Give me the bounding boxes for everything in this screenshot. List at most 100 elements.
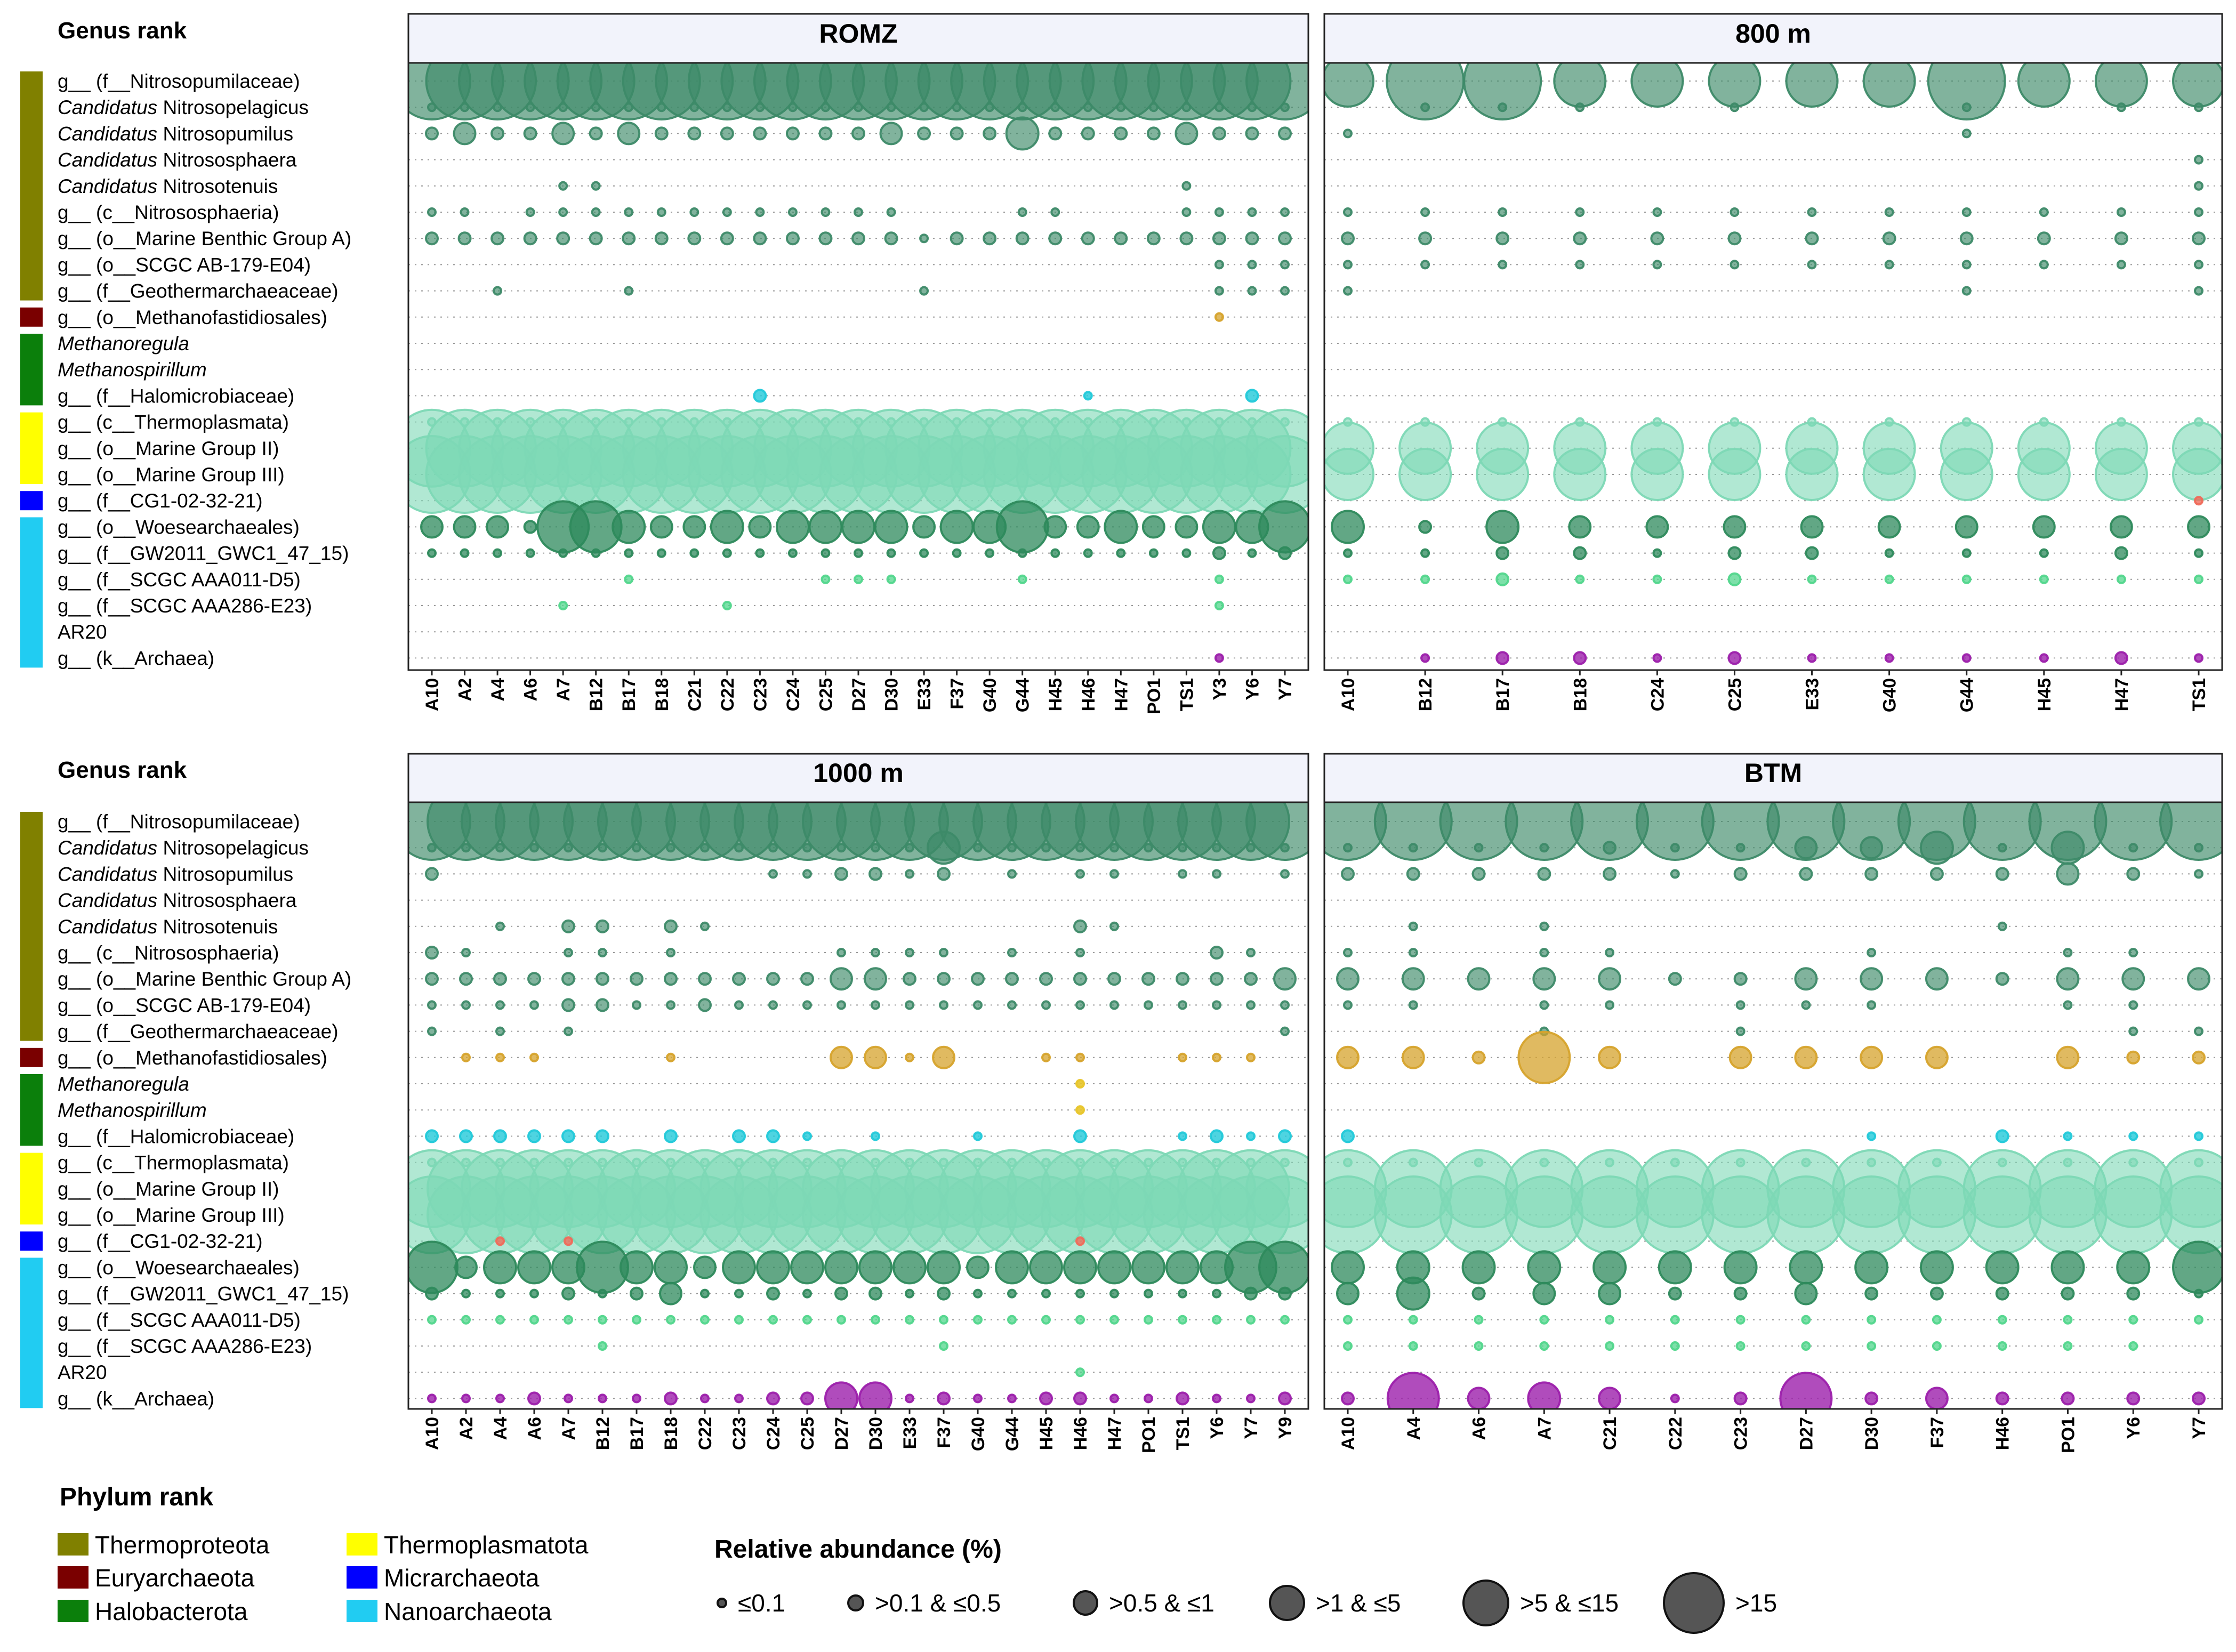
- bubble-point: [2063, 1315, 2073, 1325]
- bubble-point: [460, 207, 470, 217]
- bubble-point: [1341, 1129, 1355, 1143]
- bubble-point: [1343, 843, 1353, 853]
- bubble-point: [1867, 948, 1877, 957]
- bubble-point: [598, 1288, 607, 1299]
- bubble-point: [1860, 967, 1884, 991]
- bubble-point: [1210, 972, 1224, 986]
- x-tick-label: E33: [1803, 678, 1823, 711]
- bubble-point: [1246, 1000, 1256, 1010]
- bubble-point: [1181, 207, 1192, 217]
- bubble-point: [427, 1000, 437, 1010]
- bubble-point: [722, 1250, 756, 1285]
- bubble-point: [2017, 448, 2071, 501]
- x-tick-label: H47: [1105, 1417, 1125, 1450]
- bubble-point: [2128, 948, 2138, 957]
- bubble-point: [591, 102, 601, 112]
- bubble-point: [1495, 231, 1510, 246]
- bubble-point: [1985, 1250, 2020, 1285]
- bubble-point: [2194, 548, 2203, 558]
- bubble-point: [1341, 1391, 1355, 1406]
- bubble-point: [1343, 1000, 1353, 1010]
- bubble-point: [785, 126, 800, 141]
- bubble-point: [1075, 1236, 1085, 1246]
- genus-label: Candidatus Nitrosopumilus: [58, 863, 293, 885]
- x-tick-label: A6: [521, 678, 541, 701]
- size-legend-circle: [1073, 1590, 1098, 1616]
- bubble-point: [1336, 967, 1360, 991]
- bubble-point: [854, 574, 863, 584]
- bubble-point: [1955, 515, 1978, 539]
- x-tick-label: Y7: [2189, 1417, 2209, 1439]
- bubble-point: [1324, 63, 1374, 108]
- bubble-point: [1109, 1315, 1119, 1325]
- bubble-point: [787, 548, 798, 558]
- bubble-point: [1278, 126, 1292, 141]
- genus-label: Methanoregula: [58, 333, 189, 354]
- bubble-point: [1245, 389, 1259, 403]
- bubble-point: [1733, 1286, 1748, 1301]
- bubble-point: [775, 510, 810, 544]
- bubble-point: [821, 574, 831, 584]
- bubble-point: [1997, 921, 2007, 931]
- genus-label: g__ (f__Nitrosopumilaceae): [58, 70, 300, 92]
- bubble-point: [1109, 869, 1119, 879]
- bubble-point: [2039, 260, 2049, 270]
- panel-strip: [1323, 13, 2223, 64]
- x-tick-label: C23: [1731, 1417, 1751, 1450]
- bubble-point: [1214, 312, 1224, 322]
- bubble-point: [912, 515, 936, 539]
- bubble-point: [2056, 1045, 2080, 1069]
- bubble-point: [598, 1393, 607, 1404]
- bubble-point: [1141, 972, 1155, 986]
- bubble-point: [939, 510, 974, 544]
- bubble-point: [802, 1000, 812, 1010]
- size-legend-circle: [1663, 1572, 1725, 1634]
- bubble-point: [1146, 231, 1161, 246]
- x-tick-label: Y6: [2124, 1417, 2144, 1439]
- bubble-point: [495, 1052, 505, 1062]
- bubble-point: [1244, 972, 1258, 986]
- genus-label: g__ (f__CG1-02-32-21): [58, 1230, 263, 1252]
- bubble-point: [1007, 948, 1017, 957]
- bubble-point: [2116, 102, 2126, 112]
- bubble-point: [1668, 1286, 1682, 1301]
- bubble-point: [1474, 1315, 1484, 1325]
- bubble-point: [2194, 286, 2203, 296]
- genus-label: Candidatus Nitrosotenuis: [58, 175, 278, 197]
- bubble-point: [591, 207, 601, 217]
- bubble-point: [1645, 515, 1669, 539]
- bubble-point: [2194, 1026, 2203, 1036]
- bubble-point: [874, 510, 908, 544]
- bubble-point: [1048, 231, 1063, 246]
- bubble-point: [1097, 1250, 1131, 1285]
- genus-label: Candidatus Nitrosopumilus: [58, 123, 293, 144]
- genus-label: Candidatus Nitrosopelagicus: [58, 837, 309, 859]
- bubble-point: [2116, 574, 2126, 584]
- bubble-point: [837, 948, 846, 957]
- bubble-point: [787, 102, 798, 112]
- genus-label: Methanospirillum: [58, 1099, 207, 1121]
- bubble-point: [666, 948, 675, 957]
- bubble-point: [1884, 548, 1894, 558]
- bubble-point: [689, 102, 699, 112]
- bubble-point: [523, 126, 537, 141]
- panel-title: ROMZ: [819, 19, 897, 49]
- bubble-point: [1727, 231, 1742, 246]
- bubble-point: [722, 102, 732, 112]
- bubble-point: [1247, 260, 1257, 270]
- bubble-point: [1789, 1250, 1823, 1285]
- bubble-point: [886, 102, 896, 112]
- bubble-point: [1336, 1282, 1360, 1306]
- x-tick-label: B17: [627, 1417, 647, 1450]
- bubble-point: [808, 510, 843, 544]
- bubble-point: [985, 102, 995, 112]
- bubble-point: [1925, 967, 1949, 991]
- bubble-point: [495, 1288, 505, 1299]
- bubble-point: [1799, 867, 1813, 881]
- bubble-point: [1785, 63, 1839, 108]
- x-tick-label: Y6: [1207, 1417, 1227, 1439]
- bubble-point: [1961, 102, 1972, 112]
- bubble-point: [1723, 1250, 1758, 1285]
- bubble-point: [1467, 967, 1491, 991]
- bubble-point: [1278, 546, 1292, 560]
